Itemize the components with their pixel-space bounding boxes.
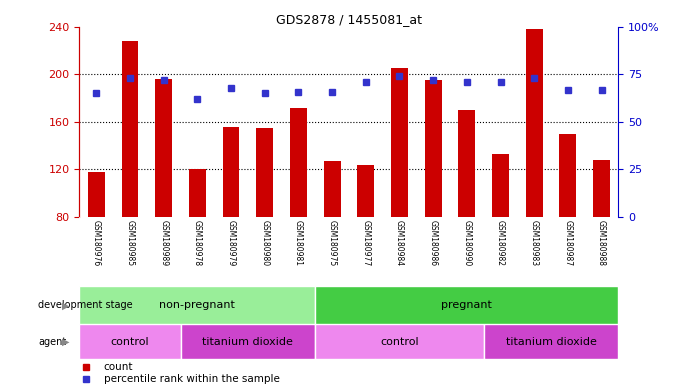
- Text: GSM180982: GSM180982: [496, 220, 505, 266]
- Bar: [425, 80, 442, 217]
- Bar: [391, 68, 408, 217]
- Bar: [357, 165, 375, 217]
- Text: control: control: [380, 337, 419, 347]
- Bar: [223, 127, 240, 217]
- Text: GSM180987: GSM180987: [563, 220, 572, 266]
- Text: GSM180989: GSM180989: [159, 220, 168, 266]
- Text: agent: agent: [38, 337, 66, 347]
- Text: GSM180988: GSM180988: [597, 220, 606, 266]
- Bar: [315, 286, 618, 324]
- Bar: [492, 154, 509, 217]
- Bar: [88, 172, 105, 217]
- Text: GSM180990: GSM180990: [462, 220, 471, 266]
- Bar: [484, 324, 618, 359]
- Bar: [189, 169, 206, 217]
- Text: GSM180976: GSM180976: [92, 220, 101, 266]
- Text: GSM180979: GSM180979: [227, 220, 236, 266]
- Text: GSM180978: GSM180978: [193, 220, 202, 266]
- Text: GSM180983: GSM180983: [530, 220, 539, 266]
- Text: ▶: ▶: [62, 337, 70, 347]
- Text: ▶: ▶: [62, 300, 70, 310]
- Text: control: control: [111, 337, 149, 347]
- Text: GSM180975: GSM180975: [328, 220, 337, 266]
- Bar: [593, 160, 610, 217]
- Text: titanium dioxide: titanium dioxide: [202, 337, 294, 347]
- Text: development stage: development stage: [38, 300, 133, 310]
- Title: GDS2878 / 1455081_at: GDS2878 / 1455081_at: [276, 13, 422, 26]
- Bar: [323, 161, 341, 217]
- Bar: [155, 79, 172, 217]
- Bar: [79, 286, 315, 324]
- Bar: [315, 324, 484, 359]
- Text: GSM180985: GSM180985: [126, 220, 135, 266]
- Bar: [560, 134, 576, 217]
- Text: GSM180981: GSM180981: [294, 220, 303, 266]
- Text: GSM180977: GSM180977: [361, 220, 370, 266]
- Bar: [526, 29, 542, 217]
- Bar: [79, 324, 180, 359]
- Bar: [180, 324, 315, 359]
- Text: GSM180980: GSM180980: [261, 220, 269, 266]
- Text: titanium dioxide: titanium dioxide: [506, 337, 596, 347]
- Bar: [458, 110, 475, 217]
- Bar: [256, 128, 273, 217]
- Text: GSM180984: GSM180984: [395, 220, 404, 266]
- Bar: [290, 108, 307, 217]
- Text: GSM180986: GSM180986: [428, 220, 437, 266]
- Bar: [122, 41, 138, 217]
- Text: percentile rank within the sample: percentile rank within the sample: [104, 374, 280, 384]
- Text: non-pregnant: non-pregnant: [160, 300, 236, 310]
- Text: count: count: [104, 361, 133, 372]
- Text: pregnant: pregnant: [442, 300, 492, 310]
